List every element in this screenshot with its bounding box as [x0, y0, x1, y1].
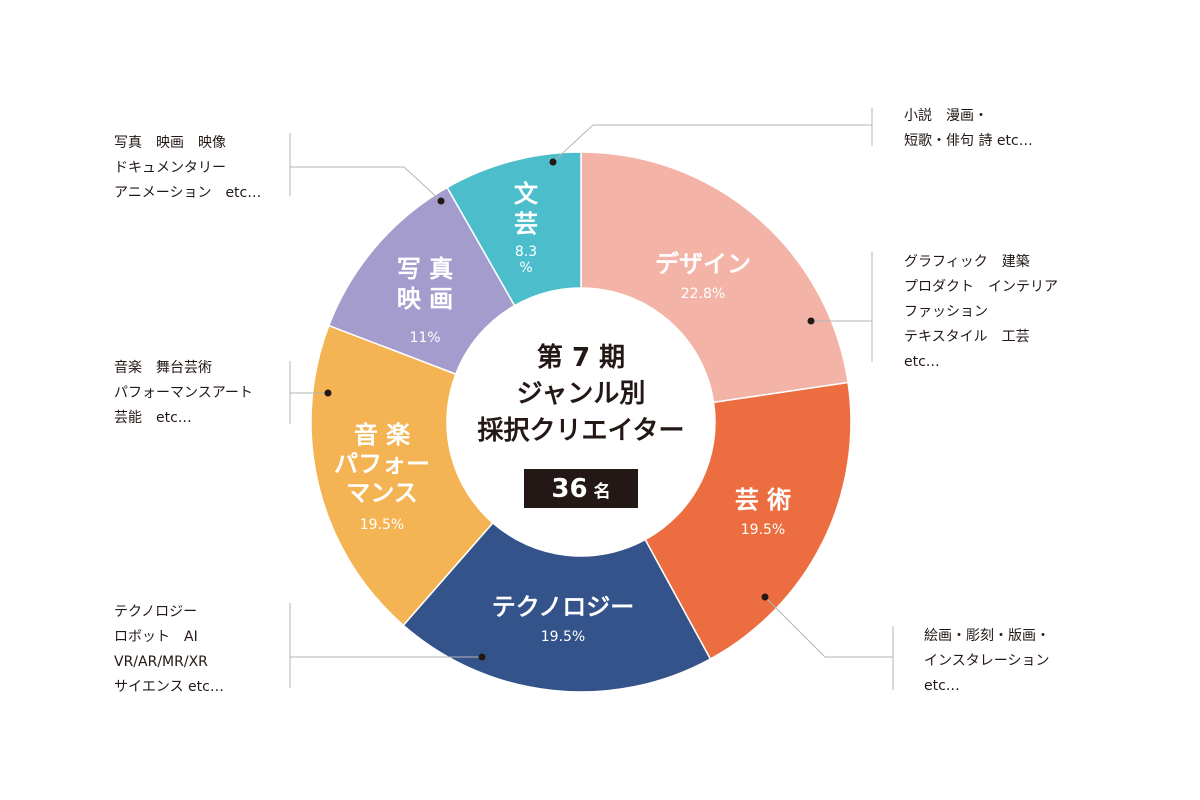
segment-label-music: 音 楽	[354, 421, 411, 449]
segment-label-literature: 文	[514, 180, 539, 208]
segment-label-technology: テクノロジー	[492, 593, 635, 621]
segment-label-photo: 写 真	[397, 255, 453, 283]
leader-dot-technology	[478, 653, 486, 661]
segment-music	[310, 324, 494, 627]
center-count-unit: 名	[594, 481, 611, 502]
segment-label-photo: 映 画	[397, 285, 453, 313]
leader-line-literature	[552, 124, 872, 163]
note-block-technology: テクノロジー ロボット AI VR/AR/MR/XR サイエンス etc…	[114, 600, 224, 700]
note-line: ドキュメンタリー	[114, 160, 226, 176]
segment-label-design: デザイン	[655, 250, 751, 278]
leader-dot-design	[807, 317, 815, 325]
note-line: ファッション	[904, 304, 988, 320]
leader-line-art	[764, 596, 893, 658]
leader-dot-art	[761, 593, 769, 601]
note-block-literature: 小説 漫画・短歌・俳句 詩 etc…	[904, 104, 1033, 154]
note-line: 絵画・彫刻・版画・	[924, 628, 1050, 644]
note-line: VR/AR/MR/XR	[114, 654, 208, 670]
note-line: 芸能 etc…	[114, 410, 192, 426]
note-block-photo: 写真 映画 映像 ドキュメンタリーアニメーション etc…	[114, 131, 261, 206]
center-title-line-1: 第 7 期	[537, 342, 625, 373]
segment-art	[644, 381, 852, 661]
center-title-line-2: ジャンル別	[517, 379, 646, 409]
note-line: 音楽 舞台芸術	[114, 360, 212, 376]
segment-label-literature: 芸	[514, 210, 538, 238]
segment-design	[580, 151, 849, 404]
note-line: etc…	[904, 354, 940, 370]
donut-segments	[310, 151, 852, 693]
note-line: グラフィック 建築	[904, 254, 1030, 270]
segment-percent-photo: 11%	[409, 330, 440, 346]
leader-dot-photo	[437, 197, 445, 205]
center-label: 第 7 期 ジャンル別 採択クリエイター 36 名	[478, 342, 685, 508]
center-title-line-3: 採択クリエイター	[478, 416, 685, 446]
segment-percent-literature: %	[519, 260, 532, 276]
note-block-art: 絵画・彫刻・版画・ インスタレーション etc…	[924, 624, 1050, 699]
note-line: 短歌・俳句 詩 etc…	[904, 133, 1033, 149]
segment-label-music: パフォー	[334, 450, 430, 478]
note-line: アニメーション etc…	[114, 185, 262, 201]
segment-label-art: 芸 術	[735, 486, 791, 514]
note-line: テクノロジー	[114, 604, 198, 620]
leader-dot-music	[324, 389, 332, 397]
center-count-value: 36	[551, 474, 587, 504]
segment-percent-technology: 19.5%	[541, 629, 585, 645]
segment-label-music: マンス	[346, 479, 418, 507]
segment-percent-literature: 8.3	[515, 244, 537, 260]
center-count-badge	[524, 469, 638, 508]
note-line: インスタレーション	[924, 653, 1050, 669]
leader-dot-literature	[549, 158, 557, 166]
note-block-design: グラフィック 建築プロダクト インテリア ファッションテキスタイル 工芸 etc…	[904, 250, 1058, 375]
segment-percent-art: 19.5%	[741, 522, 785, 538]
segment-technology	[402, 521, 712, 693]
note-line: テキスタイル 工芸	[904, 329, 1030, 345]
note-line: サイエンス etc…	[114, 679, 224, 695]
segment-percent-design: 22.8%	[681, 286, 725, 302]
note-line: パフォーマンスアート	[114, 385, 253, 401]
center-count: 36 名	[551, 474, 610, 504]
note-line: 写真 映画 映像	[114, 135, 226, 151]
segment-literature	[446, 151, 582, 307]
note-line: 小説 漫画・	[904, 108, 988, 124]
leader-lines	[289, 108, 894, 690]
note-line: etc…	[924, 678, 960, 694]
note-line: プロダクト インテリア	[904, 279, 1058, 295]
leader-line-photo	[290, 166, 442, 202]
note-block-music: 音楽 舞台芸術パフォーマンスアート 芸能 etc…	[114, 356, 253, 431]
note-line: ロボット AI	[114, 629, 198, 645]
segment-percent-music: 19.5%	[360, 517, 404, 533]
